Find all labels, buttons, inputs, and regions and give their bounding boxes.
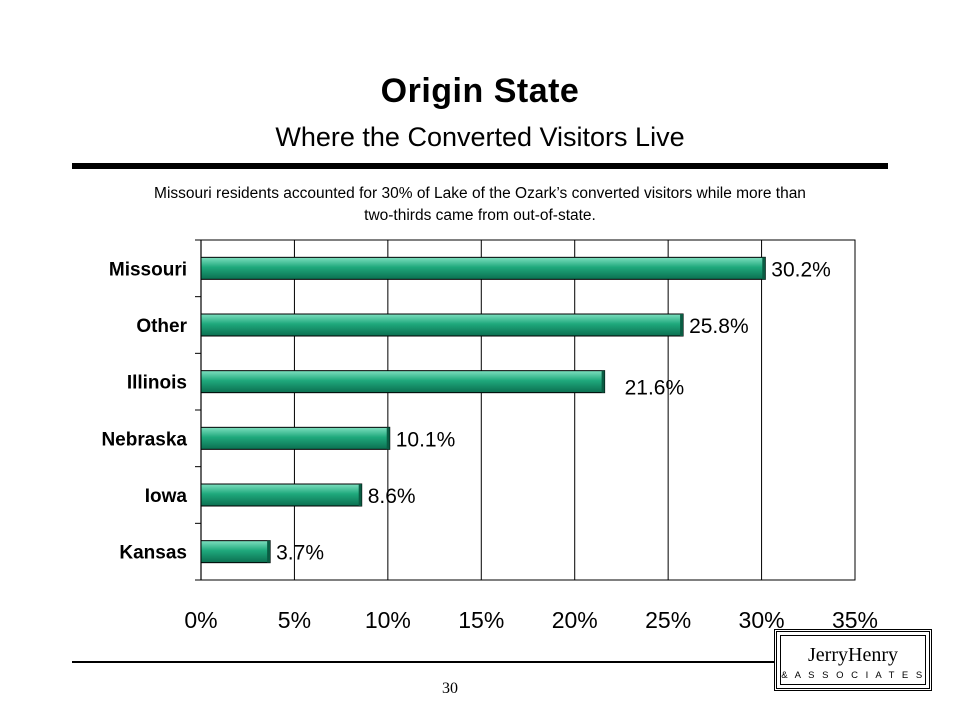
- category-label-illinois: Illinois: [127, 373, 187, 394]
- category-labels: Missouri Other Illinois Nebraska Iowa Kansas: [101, 259, 187, 563]
- bars: [200, 256, 766, 564]
- footer-divider: [72, 661, 780, 663]
- bar-edge-nebraska: [386, 427, 390, 450]
- bar-missouri: [200, 256, 766, 280]
- x-tick-label-0: 0%: [184, 607, 217, 633]
- value-labels: 30.2% 25.8% 21.6% 10.1% 8.6% 3.7%: [276, 258, 831, 564]
- bar-iowa: [200, 483, 363, 507]
- category-label-missouri: Missouri: [109, 259, 187, 280]
- slide-title: Origin State: [380, 72, 580, 110]
- title-divider: [72, 163, 888, 169]
- x-axis-tick-labels: 0% 5% 10% 15% 20% 25% 30% 35%: [184, 607, 878, 633]
- value-label-missouri: 30.2%: [771, 258, 831, 281]
- value-label-other: 25.8%: [689, 315, 749, 338]
- logo-inner-border: [780, 635, 926, 685]
- bar-edge-iowa: [358, 484, 362, 506]
- slide-subtitle: Where the Converted Visitors Live: [275, 122, 685, 152]
- x-tick-label-5: 25%: [645, 607, 691, 633]
- bar-other: [200, 313, 684, 337]
- logo-tagline: & A S S O C I A T E S: [781, 670, 925, 681]
- chart-caption: Missouri residents accounted for 30% of …: [70, 183, 890, 227]
- category-label-iowa: Iowa: [145, 486, 188, 507]
- bar-edge-missouri: [762, 257, 766, 280]
- value-label-kansas: 3.7%: [276, 542, 324, 565]
- bar-kansas: [200, 540, 271, 564]
- category-label-nebraska: Nebraska: [101, 429, 187, 450]
- x-tick-label-1: 5%: [278, 607, 311, 633]
- x-tick-label-4: 20%: [552, 607, 598, 633]
- logo-name: JerryHenry: [808, 644, 898, 666]
- bar-edge-other: [680, 314, 684, 336]
- bar-nebraska: [200, 426, 391, 450]
- x-tick-label-3: 15%: [458, 607, 504, 633]
- page-number: 30: [442, 680, 458, 697]
- gridlines: [293, 240, 763, 580]
- value-label-nebraska: 10.1%: [396, 428, 456, 451]
- bar-illinois: [200, 370, 606, 394]
- y-axis-ticks: [195, 239, 201, 581]
- value-label-iowa: 8.6%: [368, 485, 416, 508]
- value-label-illinois: 21.6%: [625, 377, 685, 400]
- x-tick-label-6: 30%: [739, 607, 785, 633]
- caption-line-1: Missouri residents accounted for 30% of …: [154, 185, 806, 202]
- company-logo: JerryHenry & A S S O C I A T E S: [774, 629, 932, 691]
- caption-line-2: two-thirds came from out-of-state.: [364, 207, 596, 224]
- plot-area: [200, 239, 856, 581]
- bar-edge-kansas: [267, 540, 271, 563]
- x-tick-label-2: 10%: [365, 607, 411, 633]
- category-label-other: Other: [136, 316, 187, 337]
- bar-edge-illinois: [601, 370, 605, 393]
- x-tick-label-7: 35%: [832, 607, 878, 633]
- category-label-kansas: Kansas: [119, 543, 187, 564]
